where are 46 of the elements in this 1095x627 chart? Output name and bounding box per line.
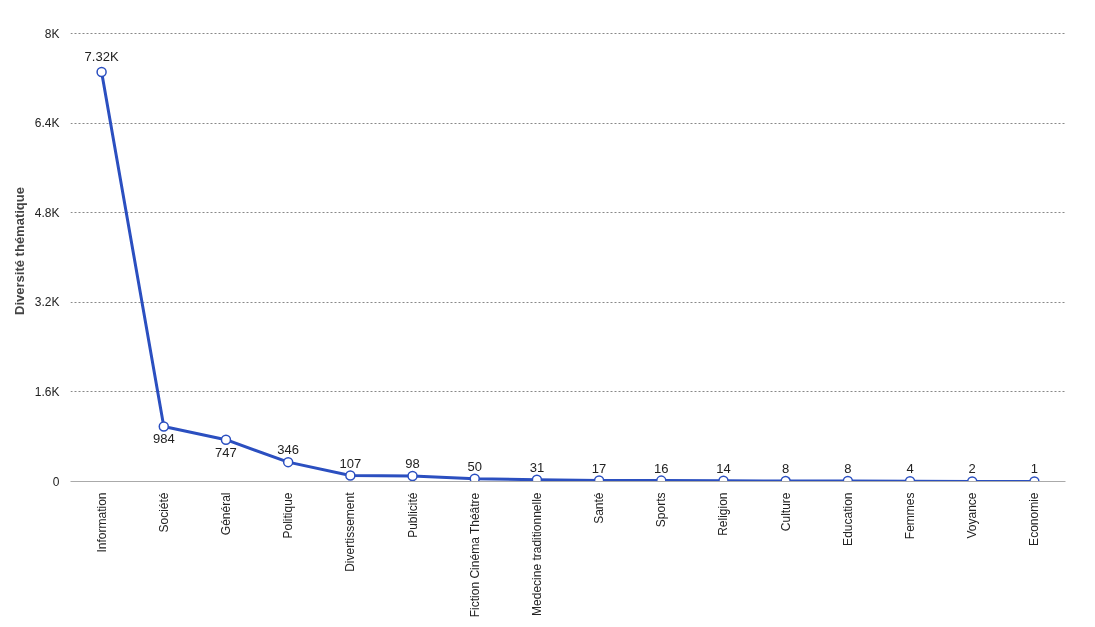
x-tick-label: Politique <box>281 492 296 539</box>
text: 14 <box>716 460 731 476</box>
text: 107 <box>339 455 362 471</box>
point <box>96 66 107 78</box>
text: 50 <box>467 458 482 474</box>
text: 2 <box>968 461 976 477</box>
text: 16 <box>654 460 669 476</box>
text: 4 <box>906 461 914 477</box>
y-tick-label: 3.2K <box>34 295 60 310</box>
text: 8 <box>844 461 852 477</box>
x-tick-label: Sports <box>654 492 669 528</box>
x-tick-label: Société <box>156 492 171 533</box>
point <box>407 470 418 482</box>
x-tick-label: Information <box>94 492 109 553</box>
x-tick-label: Religion <box>716 492 731 536</box>
x-tick-label: Fiction Cinéma Théâtre <box>467 492 482 618</box>
text: 31 <box>529 459 545 475</box>
y-tick-label: 0 <box>52 474 60 489</box>
point <box>282 456 294 468</box>
text: 8 <box>782 461 790 477</box>
text: 346 <box>277 442 300 458</box>
point <box>158 421 170 432</box>
x-tick-label: Santé <box>592 492 607 524</box>
x-tick-label: Culture <box>778 492 793 532</box>
x-tick-label: Publicité <box>405 492 420 538</box>
y-tick-label: 4.8K <box>34 205 60 220</box>
y-tick-label: 6.4K <box>34 116 60 131</box>
text: 7.32K <box>84 48 119 64</box>
x-tick-label: Femmes <box>903 492 918 540</box>
y-axis-title: Diversité thématique <box>11 187 27 315</box>
point <box>220 434 232 445</box>
text: 17 <box>591 460 607 476</box>
x-tick-label: Education <box>840 492 855 546</box>
y-tick-label: 1.6K <box>34 384 60 399</box>
point <box>469 473 480 482</box>
x-tick-label: Voyance <box>965 492 980 539</box>
x-tick-label: Général <box>218 492 233 536</box>
x-tick-label: Medecine traditionnelle <box>529 492 544 616</box>
text: 747 <box>215 444 237 460</box>
x-tick-label: Divertissement <box>343 491 358 572</box>
x-tick-label: Economie <box>1027 492 1042 546</box>
point <box>345 470 356 481</box>
y-tick-label: 8K <box>44 26 60 41</box>
text: 1 <box>1030 461 1039 477</box>
text: 98 <box>405 456 420 472</box>
text: 984 <box>152 431 175 447</box>
